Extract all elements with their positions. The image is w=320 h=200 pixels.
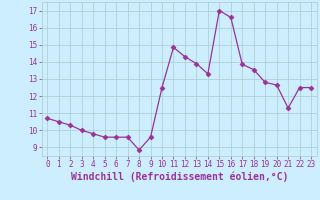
X-axis label: Windchill (Refroidissement éolien,°C): Windchill (Refroidissement éolien,°C) [70,172,288,182]
